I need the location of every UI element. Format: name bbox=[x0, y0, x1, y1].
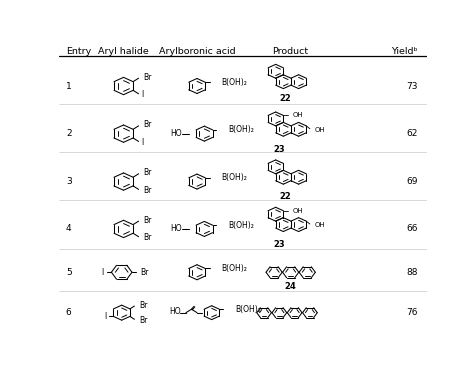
Text: 76: 76 bbox=[406, 308, 418, 317]
Text: 24: 24 bbox=[285, 282, 297, 291]
Text: B(OH)₂: B(OH)₂ bbox=[221, 264, 247, 273]
Text: Br: Br bbox=[143, 168, 152, 177]
Text: 22: 22 bbox=[279, 192, 291, 201]
Text: Br: Br bbox=[139, 301, 147, 310]
Text: 23: 23 bbox=[274, 240, 285, 249]
Text: I: I bbox=[141, 90, 144, 99]
Text: Br: Br bbox=[139, 316, 147, 325]
Text: 6: 6 bbox=[66, 308, 72, 317]
Text: Br: Br bbox=[143, 216, 152, 225]
Text: HO: HO bbox=[171, 129, 182, 138]
Text: 69: 69 bbox=[406, 177, 418, 186]
Text: Br: Br bbox=[143, 233, 152, 242]
Text: 73: 73 bbox=[406, 81, 418, 90]
Text: OH: OH bbox=[314, 222, 325, 228]
Text: 66: 66 bbox=[406, 224, 418, 233]
Text: I: I bbox=[141, 138, 144, 147]
Text: Br: Br bbox=[143, 186, 152, 195]
Text: 88: 88 bbox=[406, 268, 418, 277]
Text: I: I bbox=[101, 268, 103, 277]
Text: HO: HO bbox=[171, 224, 182, 233]
Text: 5: 5 bbox=[66, 268, 72, 277]
Text: Aryl halide: Aryl halide bbox=[98, 47, 149, 56]
Text: 3: 3 bbox=[66, 177, 72, 186]
Text: 1: 1 bbox=[66, 81, 72, 90]
Text: 2: 2 bbox=[66, 129, 72, 138]
Text: HO: HO bbox=[169, 307, 181, 316]
Text: 22: 22 bbox=[279, 94, 291, 104]
Text: B(OH)₂: B(OH)₂ bbox=[221, 173, 247, 182]
Text: Entry: Entry bbox=[66, 47, 91, 56]
Text: Arylboronic acid: Arylboronic acid bbox=[159, 47, 235, 56]
Text: 4: 4 bbox=[66, 224, 72, 233]
Text: Yieldᵇ: Yieldᵇ bbox=[391, 47, 418, 56]
Text: B(OH)₂: B(OH)₂ bbox=[228, 220, 254, 230]
Text: B(OH)₂: B(OH)₂ bbox=[228, 125, 254, 134]
Text: 23: 23 bbox=[274, 145, 285, 154]
Text: Br: Br bbox=[140, 268, 148, 277]
Text: 62: 62 bbox=[406, 129, 418, 138]
Text: I: I bbox=[104, 312, 106, 321]
Text: B(OH)₂: B(OH)₂ bbox=[221, 78, 247, 87]
Text: OH: OH bbox=[292, 208, 303, 214]
Text: Br: Br bbox=[143, 120, 152, 129]
Text: B(OH)₂: B(OH)₂ bbox=[235, 305, 261, 314]
Text: Product: Product bbox=[273, 47, 309, 56]
Text: OH: OH bbox=[314, 127, 325, 133]
Text: OH: OH bbox=[292, 112, 303, 118]
Text: Br: Br bbox=[143, 73, 152, 82]
